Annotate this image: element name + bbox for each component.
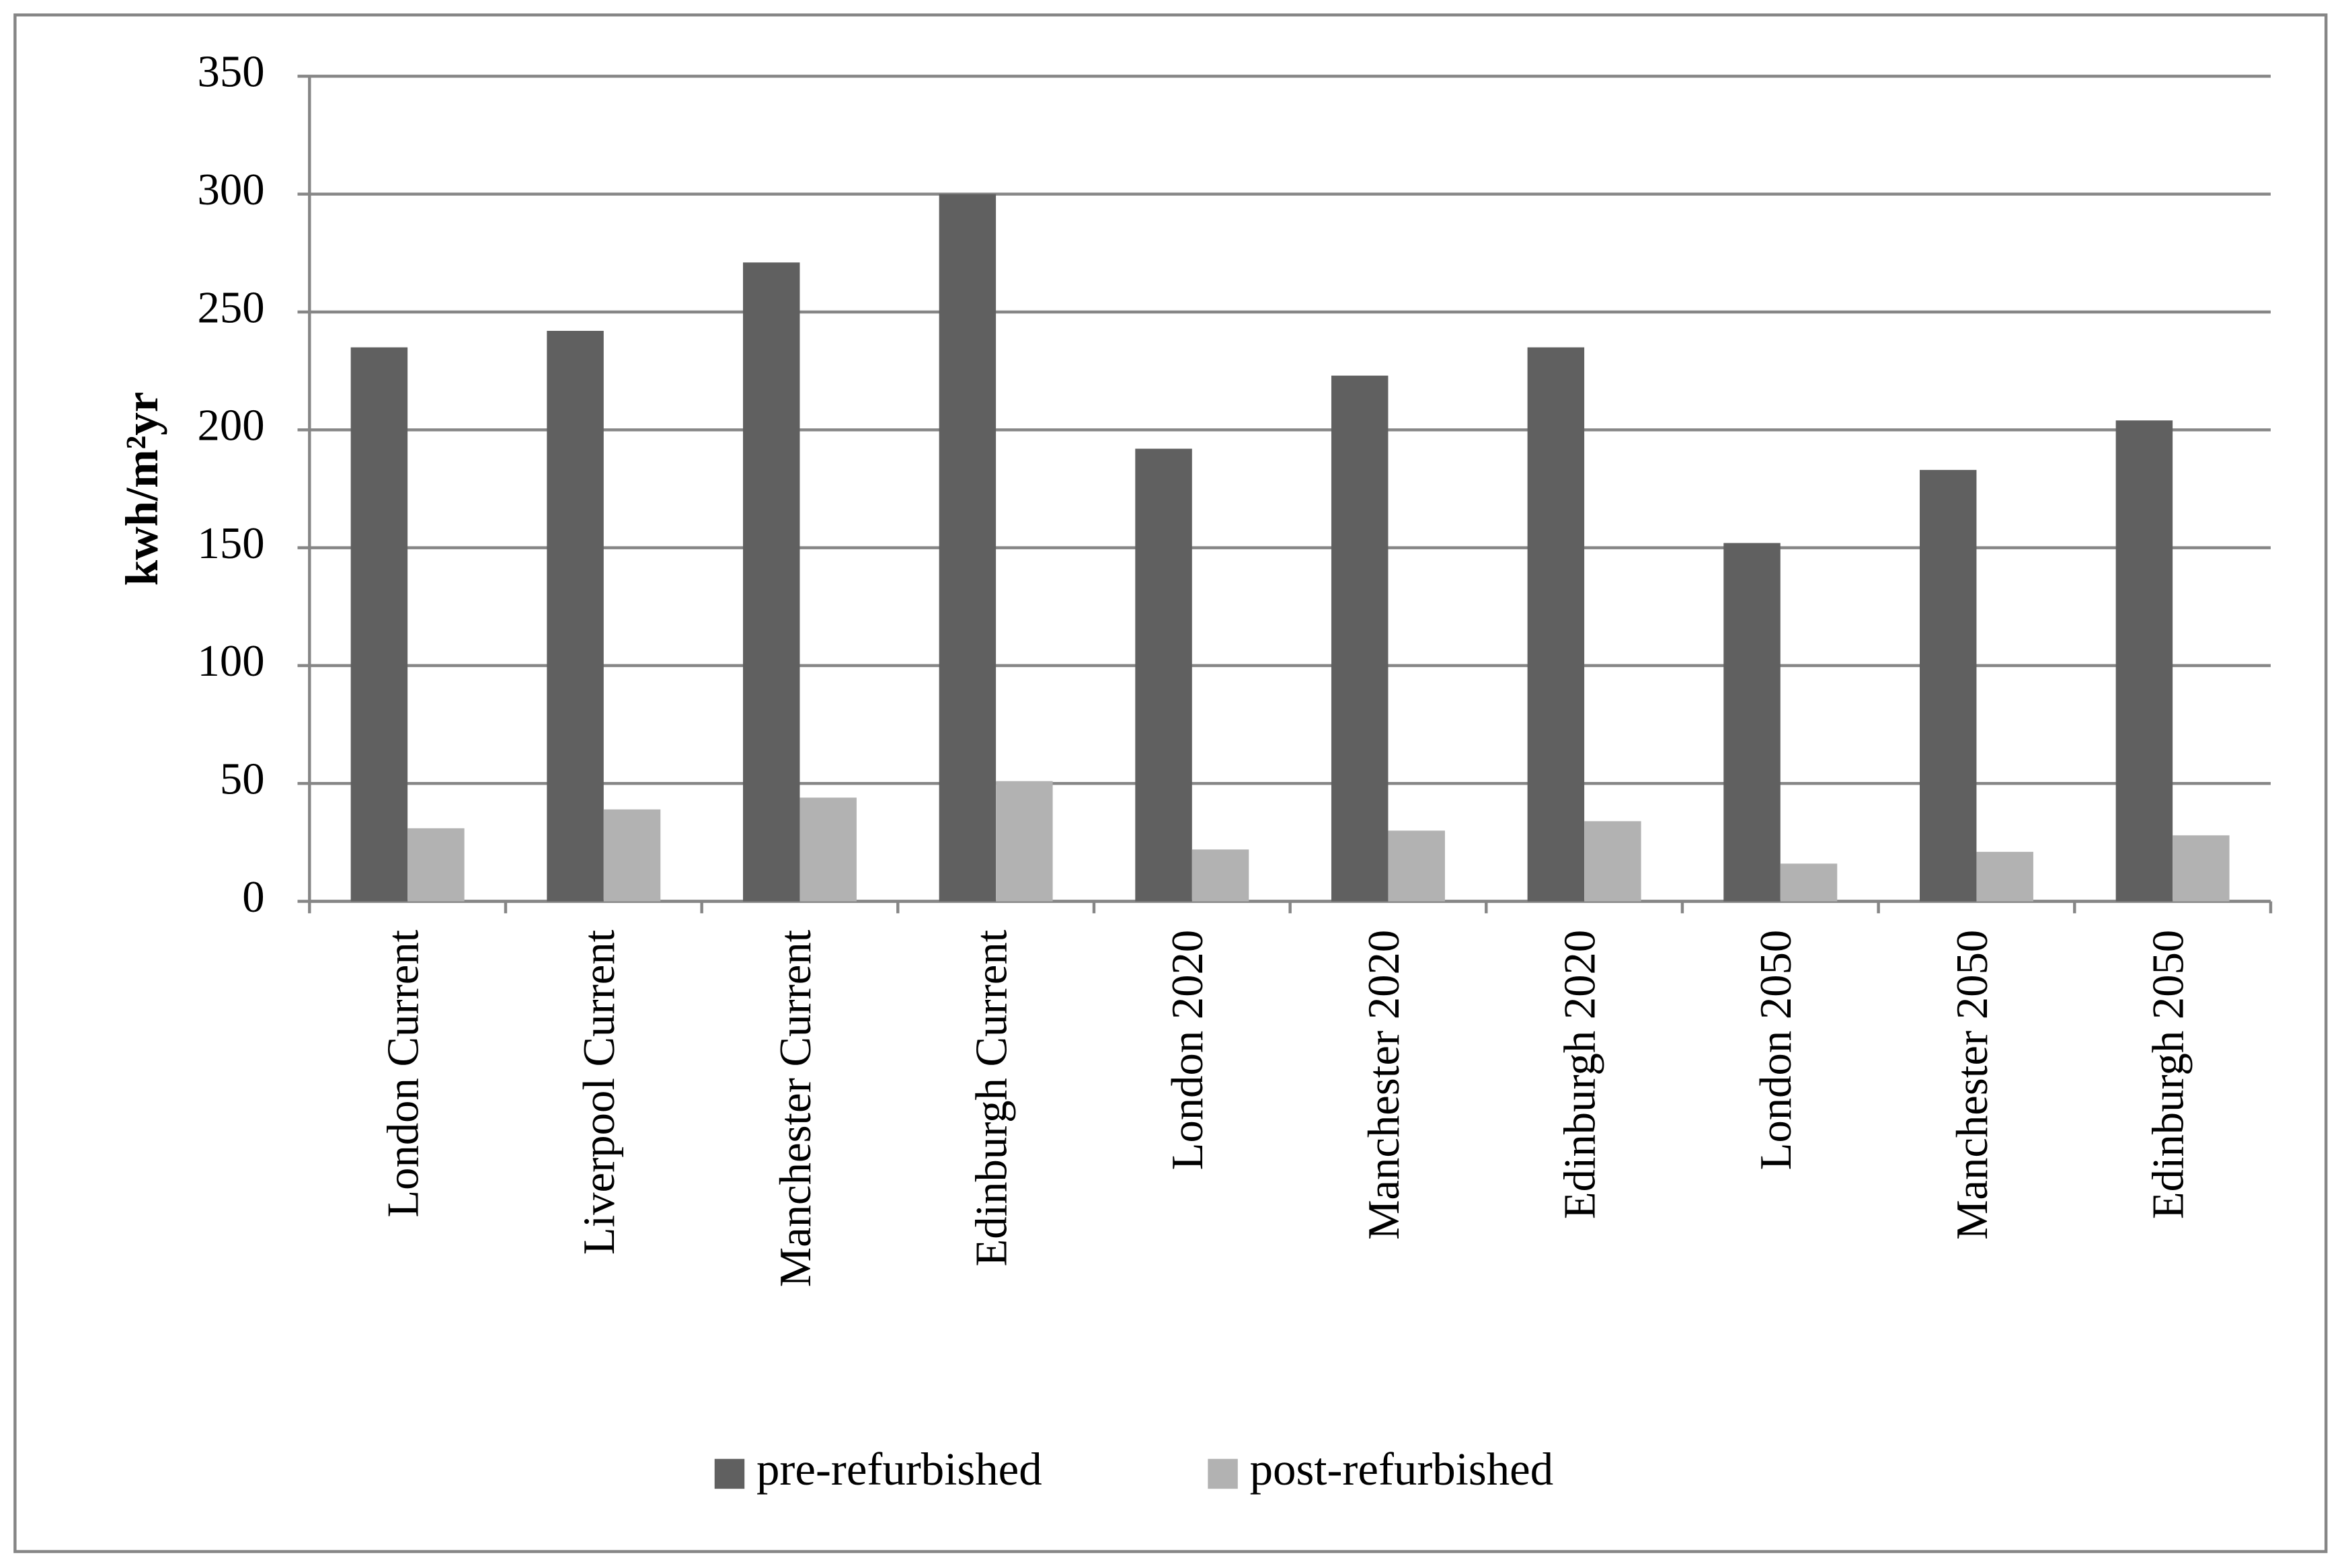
y-tick-label: 0	[242, 873, 264, 922]
bar	[1135, 448, 1192, 902]
bar	[1191, 849, 1249, 902]
y-tick-label: 150	[198, 519, 265, 568]
bar	[407, 828, 465, 902]
bar	[1919, 469, 1977, 902]
bar	[1527, 347, 1585, 902]
x-tick-label: London 2050	[1752, 930, 1801, 1171]
bar	[603, 809, 661, 902]
y-tick-label: 100	[198, 637, 265, 686]
bar	[1723, 543, 1781, 902]
bar	[2173, 835, 2230, 902]
legend-swatch	[714, 1458, 745, 1489]
bar	[1331, 375, 1389, 902]
x-tick-label: Edinburgh Current	[967, 929, 1016, 1266]
bar	[547, 331, 604, 902]
bar	[939, 194, 997, 902]
y-tick-label: 200	[198, 401, 265, 450]
y-tick-label: 50	[220, 755, 265, 804]
y-tick-label: 250	[198, 283, 265, 332]
bar	[996, 781, 1053, 902]
x-tick-label: Manchester 2050	[1948, 930, 1997, 1240]
y-tick-label: 350	[198, 48, 265, 97]
bar	[799, 797, 857, 902]
bar	[1780, 863, 1838, 902]
x-tick-label: London 2020	[1163, 930, 1212, 1171]
legend-label: post-refurbished	[1250, 1444, 1554, 1495]
x-tick-label: Liverpool Current	[575, 929, 624, 1255]
bar	[1976, 851, 2033, 902]
bar	[742, 262, 800, 902]
bar	[1388, 830, 1445, 902]
bar	[2115, 420, 2173, 902]
x-tick-label: London Current	[379, 929, 428, 1217]
x-tick-label: Manchester 2020	[1360, 930, 1409, 1240]
y-axis-label: kwh/m²yr	[116, 392, 167, 586]
x-tick-label: Edinburgh 2020	[1555, 930, 1604, 1219]
legend-label: pre-refurbished	[756, 1444, 1042, 1495]
y-tick-label: 300	[198, 165, 265, 214]
x-tick-label: Edinburgh 2050	[2144, 930, 2193, 1219]
bar	[350, 347, 408, 902]
legend-swatch	[1208, 1458, 1238, 1489]
x-tick-label: Manchester Current	[771, 929, 820, 1287]
bar	[1584, 821, 1641, 902]
